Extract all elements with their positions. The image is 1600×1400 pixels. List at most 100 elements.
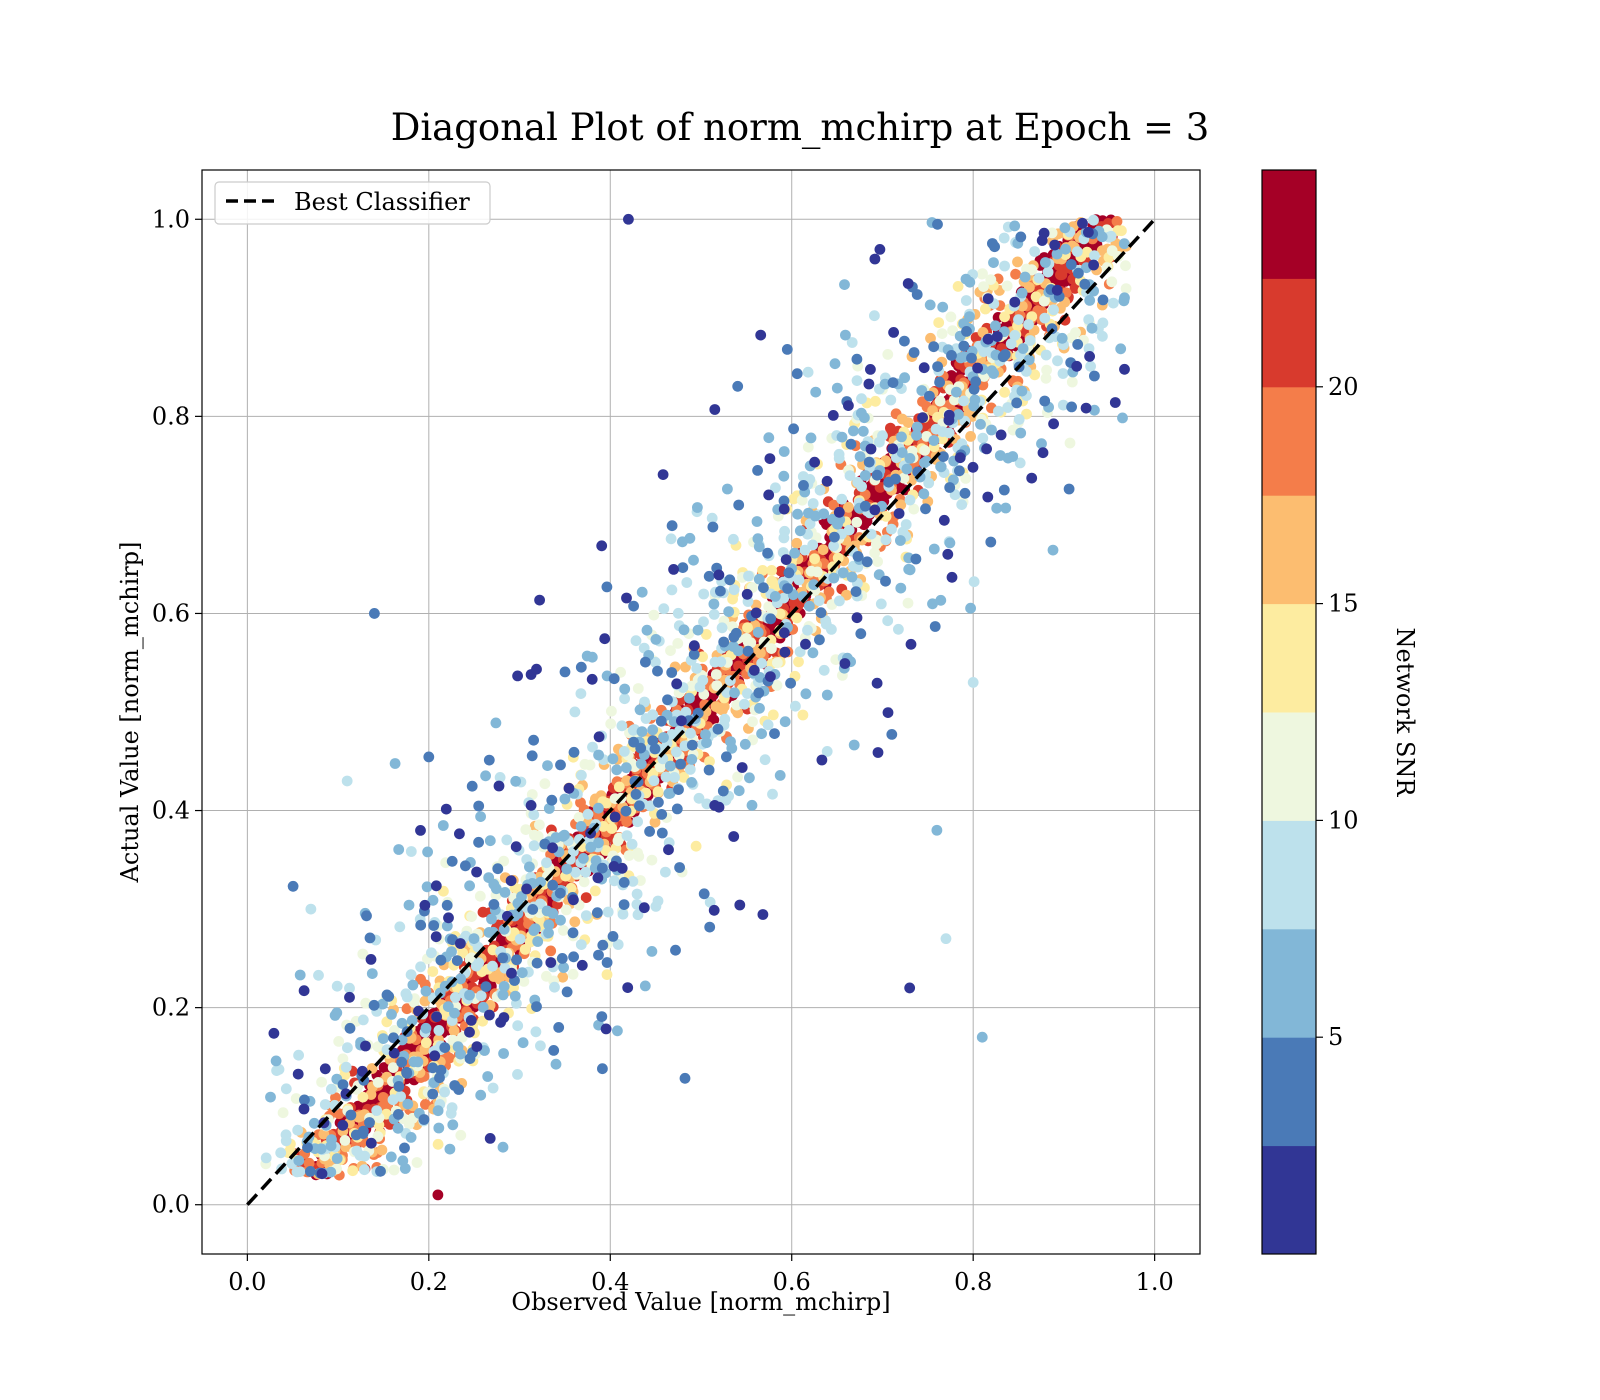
data-point (958, 395, 969, 407)
data-point (1088, 214, 1099, 226)
data-point (800, 638, 811, 650)
data-point (846, 571, 858, 583)
data-point (814, 484, 826, 496)
data-point (959, 487, 971, 499)
data-point (528, 840, 540, 852)
data-point (589, 885, 601, 897)
data-point (843, 400, 854, 411)
data-point (1040, 349, 1052, 361)
data-point (372, 1041, 384, 1053)
data-point (634, 800, 645, 812)
data-point (821, 746, 833, 757)
data-point (966, 352, 977, 364)
data-point (999, 311, 1010, 323)
colorbar-tick-label: 20 (1328, 373, 1359, 401)
data-point (632, 683, 644, 694)
data-point (420, 1022, 432, 1034)
data-point (599, 633, 611, 645)
data-point (999, 349, 1011, 360)
data-point (1014, 457, 1026, 469)
data-point (1117, 412, 1128, 424)
data-point (293, 1049, 304, 1061)
data-point (558, 962, 569, 973)
data-point (843, 524, 855, 536)
colorbar-band (1262, 386, 1316, 496)
best-classifier-line (246, 218, 1156, 1206)
data-point (869, 253, 881, 265)
data-point (372, 1131, 384, 1142)
data-point (810, 386, 822, 398)
data-point (470, 960, 482, 972)
data-point (951, 386, 962, 398)
data-point (534, 594, 545, 606)
data-point (956, 499, 968, 510)
data-point (766, 575, 778, 587)
data-point (686, 680, 698, 692)
data-point (630, 788, 642, 800)
data-point (455, 938, 466, 949)
data-point (597, 939, 609, 951)
data-point (578, 876, 590, 888)
data-point (442, 1001, 454, 1012)
data-point (593, 802, 604, 814)
data-point (376, 1144, 388, 1156)
data-point (498, 855, 510, 867)
data-point (1015, 231, 1027, 243)
data-point (923, 477, 935, 489)
data-point (813, 595, 825, 607)
data-point (543, 927, 554, 939)
data-point (757, 909, 769, 920)
data-point (396, 1017, 408, 1029)
data-point (938, 451, 949, 462)
data-point (807, 539, 819, 551)
data-point (754, 702, 765, 714)
data-point (388, 1164, 400, 1176)
data-point (655, 715, 667, 727)
data-point (1107, 297, 1119, 309)
data-point (607, 931, 619, 942)
data-point (934, 376, 945, 388)
data-point (829, 531, 840, 543)
data-point (668, 564, 679, 575)
data-point (1088, 259, 1099, 271)
data-point (944, 537, 956, 549)
data-point (368, 608, 380, 619)
colorbar-tick-label: 5 (1328, 1023, 1343, 1051)
data-point (1017, 343, 1029, 354)
data-point (670, 944, 681, 956)
data-point (326, 1134, 337, 1145)
data-point (1037, 447, 1049, 459)
data-point (911, 421, 923, 433)
data-point (1084, 295, 1096, 306)
data-point (1013, 414, 1025, 425)
data-point (686, 777, 697, 788)
data-point (608, 861, 620, 872)
data-point (739, 698, 750, 710)
data-point (799, 544, 811, 556)
data-point (1118, 295, 1130, 307)
data-point (663, 844, 674, 856)
data-point (793, 656, 804, 668)
x-tick-label: 0.0 (228, 1268, 266, 1296)
data-point (927, 598, 938, 610)
data-point (439, 1042, 451, 1053)
data-point (1029, 246, 1040, 257)
data-point (832, 552, 844, 564)
data-point (818, 508, 830, 520)
data-point (1105, 230, 1117, 242)
data-point (968, 400, 980, 412)
data-point (605, 718, 617, 730)
data-point (318, 1128, 330, 1140)
data-point (1063, 483, 1075, 495)
data-point (557, 925, 569, 936)
data-point (774, 770, 786, 781)
data-point (921, 455, 932, 467)
data-point (426, 947, 437, 959)
data-point (980, 303, 991, 315)
data-point (437, 820, 449, 831)
data-point (902, 597, 914, 609)
data-point (497, 989, 509, 1001)
data-point (874, 436, 885, 448)
data-point (791, 368, 803, 380)
data-point (794, 525, 806, 537)
